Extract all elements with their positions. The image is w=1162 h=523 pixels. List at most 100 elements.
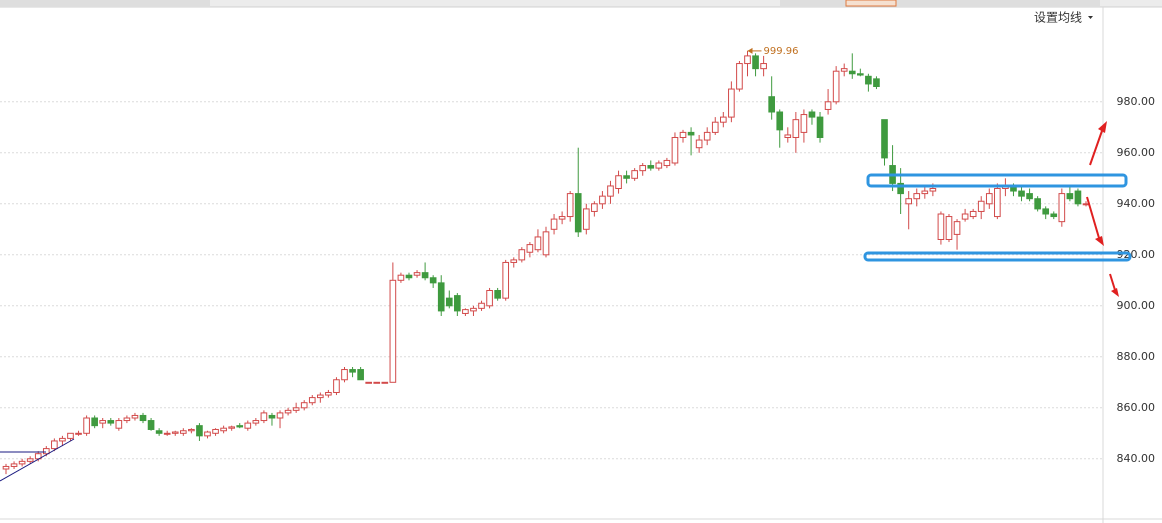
trend-line	[0, 438, 75, 482]
candle-body	[687, 131, 695, 136]
candle-body	[574, 193, 582, 233]
candle-body	[99, 420, 107, 424]
candle-body	[848, 70, 856, 75]
candle-body	[1018, 190, 1025, 197]
candle-body	[276, 412, 284, 419]
arrow	[1089, 127, 1104, 166]
candle-body	[695, 139, 703, 149]
candle-body	[437, 282, 445, 312]
candle-body	[921, 190, 929, 195]
tab-active[interactable]	[845, 0, 897, 7]
range-box	[866, 173, 1128, 188]
candle-body	[808, 111, 816, 118]
candle-body	[317, 394, 324, 399]
max-pointer-head	[747, 47, 753, 54]
candle-body	[349, 369, 356, 373]
candle-body	[905, 198, 913, 205]
candle-body	[655, 162, 663, 169]
candle-body	[445, 297, 453, 307]
candle-body	[542, 231, 550, 256]
candle-body	[679, 131, 687, 138]
y-tick-label: 920.00	[1117, 248, 1156, 261]
candle-body	[985, 193, 993, 205]
candle-body	[832, 70, 840, 103]
y-tick-label: 880.00	[1117, 350, 1156, 363]
candle-body	[341, 369, 348, 381]
y-tick-label: 940.00	[1117, 197, 1156, 210]
candle-body	[212, 428, 219, 434]
candle-body	[526, 244, 534, 253]
candle-body	[671, 137, 679, 164]
candle-body	[381, 381, 389, 384]
candle-body	[268, 414, 276, 419]
candle-body	[494, 290, 501, 299]
candle-body	[196, 425, 203, 437]
candle-body	[83, 417, 90, 434]
y-tick-label: 960.00	[1117, 146, 1156, 159]
candle-body	[897, 182, 904, 195]
candle-body	[75, 432, 82, 435]
candle-body	[171, 431, 179, 434]
candle-body	[591, 203, 598, 212]
y-tick-label: 980.00	[1117, 95, 1156, 108]
candle-body	[703, 131, 711, 141]
candle-body	[188, 428, 195, 432]
candle-body	[776, 111, 784, 131]
candle-body	[252, 420, 260, 424]
candle-body	[760, 63, 767, 70]
candle-body	[800, 114, 808, 133]
candle-body	[155, 430, 163, 434]
candle-body	[204, 431, 211, 437]
candle-body	[857, 73, 864, 76]
tab[interactable]	[780, 0, 1100, 6]
menu-caret[interactable]	[1088, 16, 1093, 19]
candle-body	[413, 272, 421, 276]
candle-body	[623, 175, 630, 179]
candle-body	[945, 216, 953, 241]
candle-body	[816, 116, 824, 138]
candle-body	[397, 274, 405, 281]
candle-body	[131, 414, 139, 419]
candle-body	[969, 210, 977, 218]
candle-body	[977, 200, 985, 212]
candle-body	[244, 422, 252, 429]
candle-body	[518, 249, 526, 261]
candle-body	[147, 420, 155, 430]
candle-body	[260, 412, 268, 422]
menu-label[interactable]: 设置均线	[1034, 11, 1082, 25]
top-bar	[0, 0, 1162, 7]
candle-body	[478, 302, 485, 309]
candle-body	[1058, 193, 1066, 223]
candle-body	[929, 188, 937, 192]
candle-body	[1082, 203, 1090, 206]
candle-body	[1074, 190, 1082, 205]
candle-body	[429, 277, 437, 284]
candle-body	[728, 88, 735, 118]
candle-body	[768, 96, 775, 113]
candle-body	[647, 165, 655, 169]
candle-body	[139, 414, 147, 422]
candle-body	[179, 430, 187, 434]
candle-body	[663, 159, 671, 167]
candle-body	[405, 274, 413, 279]
candle-body	[284, 409, 292, 414]
candle-body	[558, 216, 566, 220]
candle-body	[502, 261, 510, 299]
candle-body	[550, 218, 558, 230]
candle-body	[308, 397, 316, 404]
candle-body	[719, 116, 727, 123]
candle-body	[300, 402, 308, 409]
candle-body	[2, 465, 10, 470]
candle-body	[236, 425, 244, 428]
candle-body	[325, 392, 332, 396]
candle-body	[953, 221, 961, 235]
tab[interactable]	[0, 0, 210, 6]
candle-body	[1026, 193, 1033, 200]
plot: 840.00 860.00 880.00 900.00 920.00 940.00 960.…	[0, 46, 1156, 475]
candle-body	[365, 381, 373, 384]
candle-body	[115, 420, 123, 429]
candle-body	[784, 134, 792, 138]
candle-body	[462, 309, 469, 314]
candle-body	[333, 379, 340, 393]
